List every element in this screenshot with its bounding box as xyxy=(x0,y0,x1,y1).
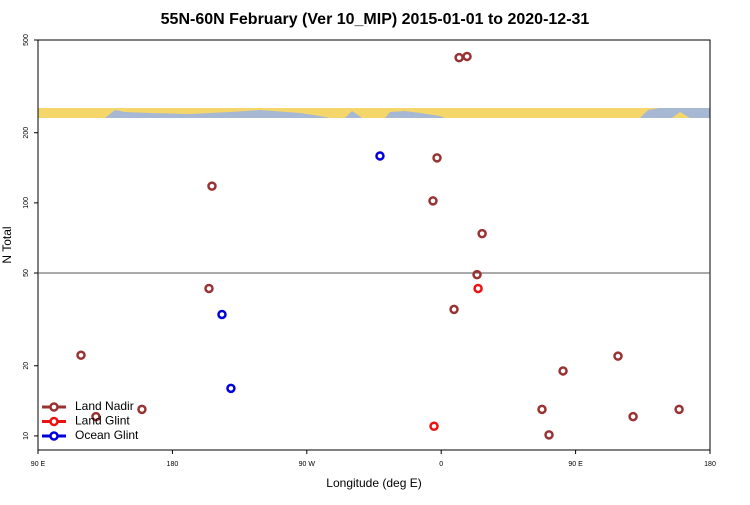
point xyxy=(76,350,86,360)
legend-label: Land Glint xyxy=(75,414,130,428)
point xyxy=(462,51,472,62)
legend-label: Land Nadir xyxy=(75,399,134,413)
legend-label: Ocean Glint xyxy=(75,428,139,442)
point xyxy=(226,383,236,394)
y-tick-label: 20 xyxy=(23,362,30,370)
point xyxy=(674,404,684,415)
point xyxy=(454,52,464,63)
point xyxy=(473,283,483,294)
point xyxy=(558,366,568,376)
x-tick-label: 90 E xyxy=(568,461,583,468)
point xyxy=(91,411,101,422)
plot-frame xyxy=(37,39,711,451)
x-tick-label: 0 xyxy=(439,461,443,468)
y-tick-label: 50 xyxy=(23,269,30,277)
y-tick-label: 500 xyxy=(23,34,30,46)
point xyxy=(537,404,547,415)
point xyxy=(207,181,217,191)
y-axis-label: N Total xyxy=(0,226,14,263)
point xyxy=(613,351,623,361)
point xyxy=(449,304,459,315)
map-band xyxy=(38,108,710,118)
x-tick-label: 180 xyxy=(704,461,716,468)
x-tick-label: 180 xyxy=(167,461,179,468)
point xyxy=(628,411,638,422)
point xyxy=(217,309,227,320)
point xyxy=(429,421,439,432)
point xyxy=(204,283,214,294)
x-tick-label: 90 E xyxy=(31,461,46,468)
ocean-shape xyxy=(385,111,445,118)
legend-marker xyxy=(49,431,59,441)
y-tick-label: 200 xyxy=(23,127,30,139)
y-tick-label: 100 xyxy=(23,197,30,209)
x-tick-label: 90 W xyxy=(299,461,316,468)
ocean-shape xyxy=(345,111,362,118)
y-tick-label: 10 xyxy=(23,432,30,440)
point xyxy=(472,269,482,280)
ocean-shape xyxy=(640,108,710,118)
point xyxy=(428,196,438,206)
chart-title: 55N-60N February (Ver 10_MIP) 2015-01-01… xyxy=(161,11,590,28)
point xyxy=(477,228,487,239)
ocean-shape xyxy=(105,110,330,118)
legend-marker xyxy=(49,402,59,412)
point xyxy=(375,151,385,161)
point xyxy=(137,404,147,415)
point xyxy=(432,153,442,163)
legend-marker xyxy=(49,416,59,427)
point xyxy=(544,430,554,440)
land-band xyxy=(38,108,710,118)
x-axis-label: Longitude (deg E) xyxy=(326,476,421,490)
